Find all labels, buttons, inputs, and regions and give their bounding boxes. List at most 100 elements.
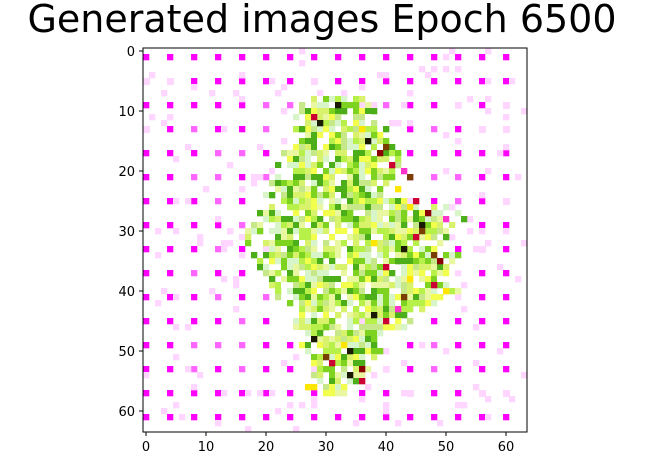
image-pixel — [299, 126, 306, 133]
image-pixel — [305, 360, 312, 367]
image-pixel — [431, 264, 438, 271]
image-pixel — [299, 192, 306, 199]
image-pixel — [443, 234, 450, 241]
image-pixel — [431, 126, 438, 133]
image-pixel — [323, 222, 330, 229]
image-pixel — [359, 108, 366, 115]
image-pixel — [293, 246, 300, 253]
image-pixel — [455, 54, 462, 61]
image-pixel — [383, 168, 390, 175]
image-pixel — [359, 96, 366, 103]
image-pixel — [365, 240, 372, 247]
image-pixel — [329, 186, 336, 193]
image-pixel — [341, 186, 348, 193]
image-pixel — [479, 54, 486, 61]
y-tick-label: 10 — [118, 105, 135, 120]
image-pixel — [419, 216, 426, 223]
image-pixel — [335, 282, 342, 289]
image-pixel — [431, 216, 438, 223]
image-pixel — [371, 300, 378, 307]
image-pixel — [329, 318, 336, 325]
image-pixel — [461, 402, 468, 409]
image-pixel — [407, 102, 414, 109]
image-pixel — [401, 168, 408, 175]
image-pixel — [365, 336, 372, 343]
image-pixel — [311, 336, 318, 343]
image-pixel — [353, 342, 360, 349]
image-pixel — [383, 210, 390, 217]
image-pixel — [155, 300, 162, 307]
image-pixel — [143, 318, 150, 325]
image-pixel — [287, 126, 294, 133]
image-pixel — [395, 276, 402, 283]
image-pixel — [365, 294, 372, 301]
image-pixel — [401, 228, 408, 235]
image-pixel — [347, 306, 354, 313]
image-pixel — [167, 270, 174, 277]
image-pixel — [377, 168, 384, 175]
x-tick-label: 0 — [142, 440, 150, 455]
image-pixel — [395, 282, 402, 289]
image-pixel — [329, 324, 336, 331]
image-pixel — [221, 246, 228, 253]
image-pixel — [191, 366, 198, 373]
image-pixel — [335, 360, 342, 367]
image-pixel — [431, 54, 438, 61]
image-pixel — [239, 54, 246, 61]
image-pixel — [143, 78, 150, 85]
image-pixel — [455, 174, 462, 181]
image-pixel — [455, 366, 462, 373]
image-pixel — [215, 342, 222, 349]
image-pixel — [335, 300, 342, 307]
image-pixel — [269, 282, 276, 289]
image-pixel — [269, 216, 276, 223]
image-pixel — [371, 324, 378, 331]
image-pixel — [329, 216, 336, 223]
image-pixel — [317, 192, 324, 199]
image-pixel — [455, 414, 462, 421]
image-pixel — [389, 168, 396, 175]
image-pixel — [257, 390, 264, 397]
image-pixel — [395, 228, 402, 235]
image-pixel — [383, 102, 390, 109]
image-pixel — [305, 216, 312, 223]
image-pixel — [521, 372, 528, 379]
image-pixel — [275, 234, 282, 241]
image-pixel — [401, 294, 408, 301]
image-pixel — [353, 360, 360, 367]
image-pixel — [443, 288, 450, 295]
image-pixel — [353, 156, 360, 163]
image-pixel — [335, 348, 342, 355]
image-pixel — [449, 234, 456, 241]
image-pixel — [359, 312, 366, 319]
image-pixel — [287, 252, 294, 259]
image-pixel — [443, 270, 450, 277]
image-pixel — [455, 390, 462, 397]
image-pixel — [437, 258, 444, 265]
image-pixel — [281, 264, 288, 271]
image-pixel — [353, 246, 360, 253]
image-pixel — [269, 246, 276, 253]
image-pixel — [371, 108, 378, 115]
image-pixel — [263, 174, 270, 181]
image-pixel — [323, 192, 330, 199]
image-pixel — [347, 222, 354, 229]
image-pixel — [347, 234, 354, 241]
image-pixel — [479, 270, 486, 277]
image-pixel — [419, 228, 426, 235]
image-pixel — [401, 390, 408, 397]
image-pixel — [431, 102, 438, 109]
image-pixel — [389, 324, 396, 331]
image-pixel — [419, 204, 426, 211]
image-pixel — [323, 342, 330, 349]
image-pixel — [503, 126, 510, 133]
image-pixel — [473, 360, 480, 367]
image-pixel — [383, 78, 390, 85]
image-pixel — [443, 66, 450, 73]
image-pixel — [317, 270, 324, 277]
image-pixel — [341, 294, 348, 301]
image-pixel — [389, 210, 396, 217]
image-pixel — [317, 360, 324, 367]
image-pixel — [155, 228, 162, 235]
image-pixel — [359, 354, 366, 361]
